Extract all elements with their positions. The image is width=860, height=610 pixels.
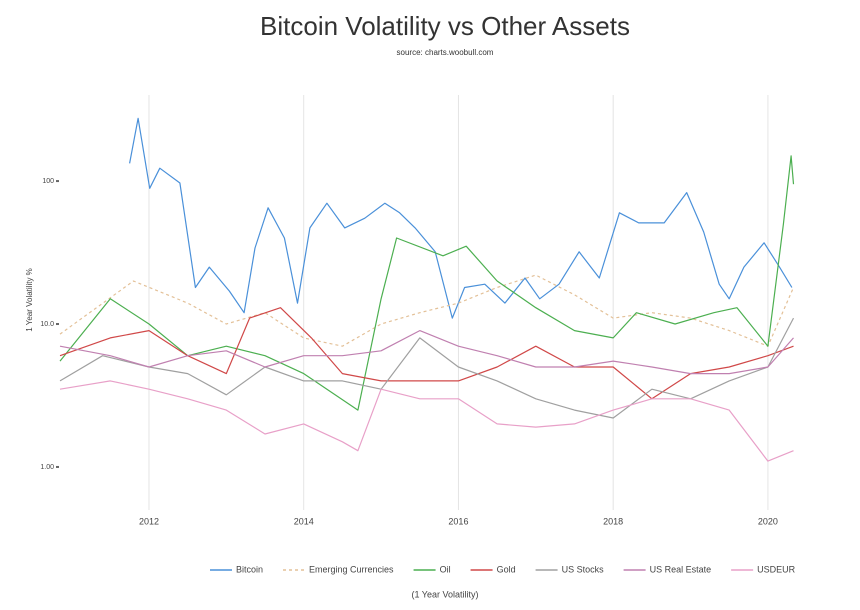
x-tick-label: 2014 — [294, 516, 314, 526]
x-tick-label: 2016 — [448, 516, 468, 526]
series-line — [129, 117, 793, 319]
y-axis-label: 1 Year Volatility % — [25, 268, 34, 332]
series-line — [59, 307, 794, 400]
x-tick-label: 2012 — [139, 516, 159, 526]
legend-label: Oil — [440, 564, 451, 574]
legend-label: US Stocks — [562, 564, 605, 574]
series-line — [59, 274, 795, 347]
x-axis-label: (1 Year Volatility) — [411, 589, 478, 599]
legend-label: Gold — [497, 564, 516, 574]
y-tick-label: 10.0 — [40, 321, 54, 328]
legend-label: Emerging Currencies — [309, 564, 394, 574]
chart-title: Bitcoin Volatility vs Other Assets — [260, 11, 630, 41]
chart-subtitle: source: charts.woobull.com — [397, 48, 494, 57]
legend-label: US Real Estate — [650, 564, 712, 574]
legend-label: USDEUR — [757, 564, 796, 574]
legend-label: Bitcoin — [236, 564, 263, 574]
series-line — [59, 155, 795, 411]
y-tick-label: 100 — [42, 178, 54, 185]
y-tick-label: 1.00 — [40, 464, 54, 471]
series-line — [59, 317, 795, 419]
x-tick-label: 2018 — [603, 516, 623, 526]
series-line — [59, 380, 794, 462]
x-tick-label: 2020 — [758, 516, 778, 526]
series-line — [59, 330, 794, 375]
